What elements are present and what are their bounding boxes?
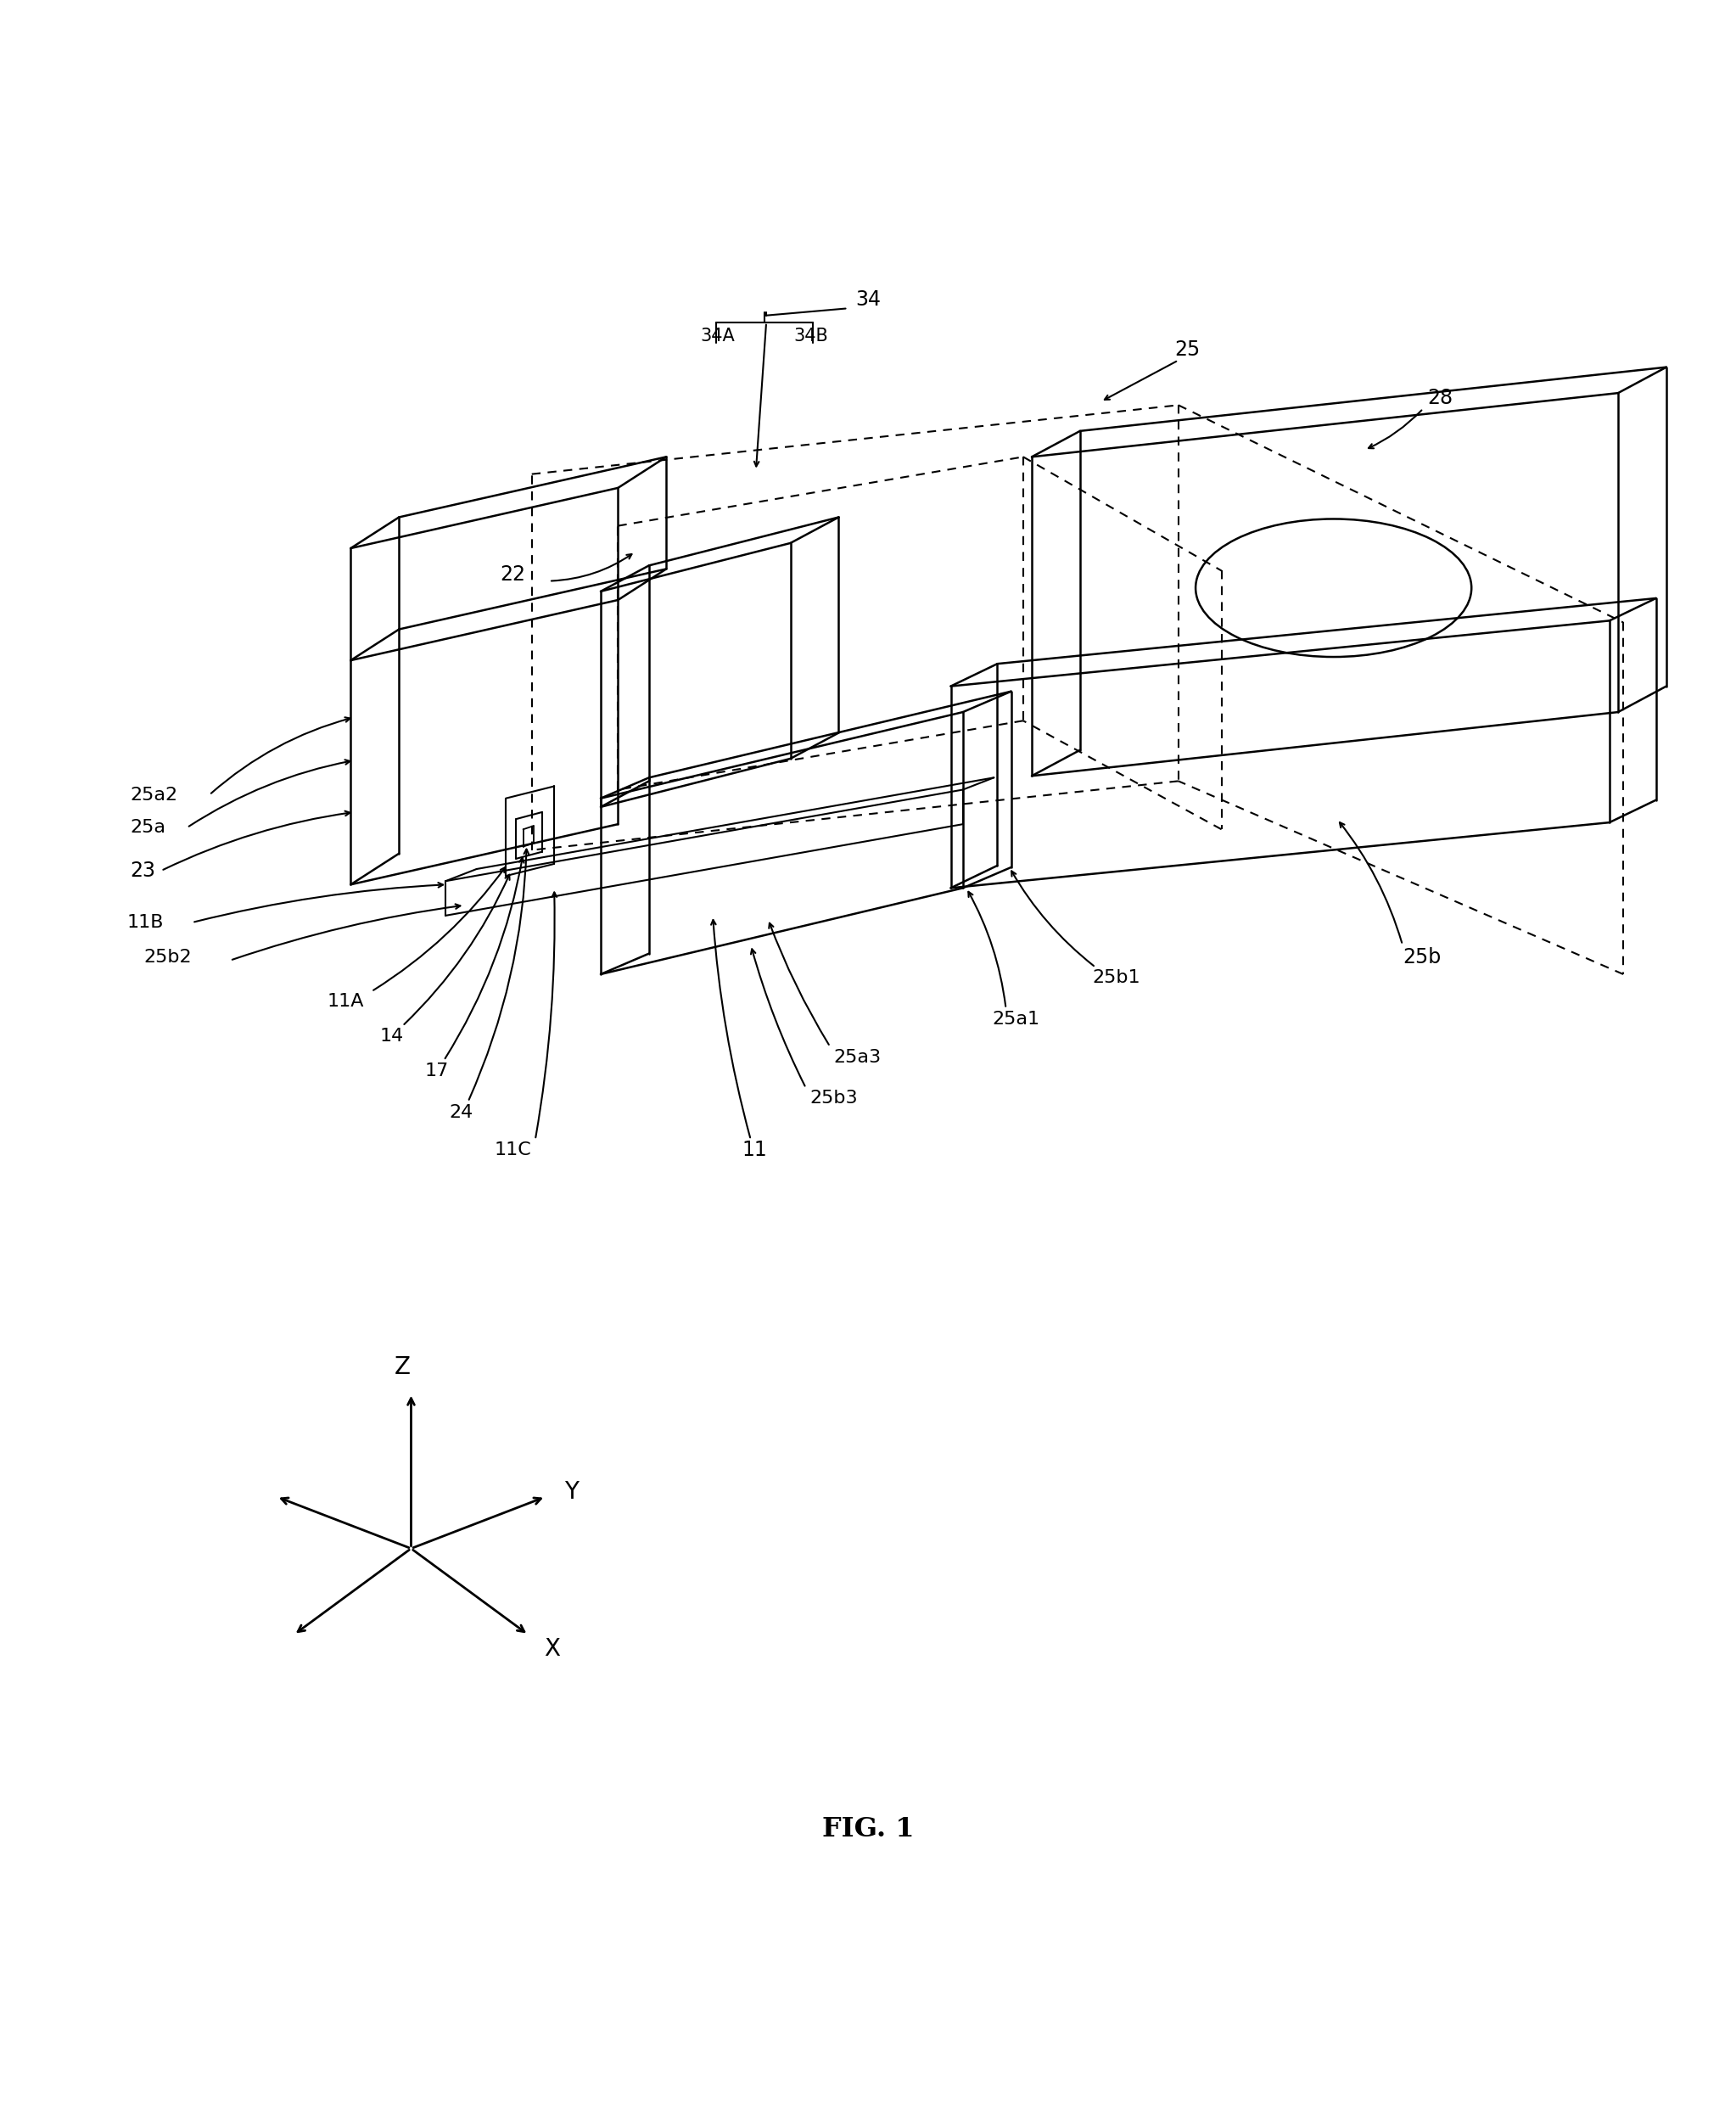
Text: 25b2: 25b2 <box>144 949 193 966</box>
Text: 11B: 11B <box>127 913 163 930</box>
Text: 24: 24 <box>450 1104 474 1120</box>
Text: 11C: 11C <box>495 1142 531 1158</box>
Text: 34A: 34A <box>701 328 736 345</box>
Text: 25a2: 25a2 <box>130 786 177 803</box>
Text: FIG. 1: FIG. 1 <box>821 1816 915 1843</box>
Text: 22: 22 <box>500 564 526 583</box>
Text: 23: 23 <box>130 860 156 882</box>
Text: 34: 34 <box>856 290 880 311</box>
Text: 25b3: 25b3 <box>809 1091 858 1108</box>
Text: 25a3: 25a3 <box>833 1049 882 1065</box>
Text: 25b1: 25b1 <box>1092 968 1141 985</box>
Text: 34B: 34B <box>793 328 828 345</box>
Text: 25b: 25b <box>1403 947 1441 968</box>
Text: 11: 11 <box>741 1139 767 1161</box>
Text: 25a: 25a <box>130 818 165 837</box>
Text: 17: 17 <box>425 1063 450 1080</box>
Text: 11A: 11A <box>326 994 365 1010</box>
Text: 14: 14 <box>380 1027 404 1044</box>
Text: 25a1: 25a1 <box>993 1010 1040 1027</box>
Text: Z: Z <box>394 1355 410 1378</box>
Text: 28: 28 <box>1427 389 1453 408</box>
Text: Y: Y <box>564 1480 578 1503</box>
Text: 25: 25 <box>1174 340 1200 359</box>
Text: X: X <box>545 1636 561 1659</box>
